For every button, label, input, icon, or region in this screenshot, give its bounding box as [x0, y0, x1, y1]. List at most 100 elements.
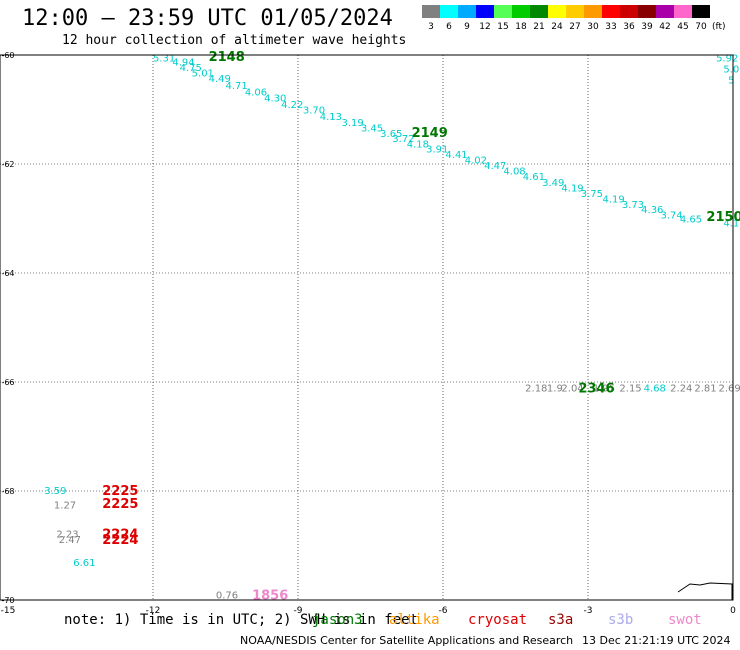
- legend-swatch: [440, 5, 458, 18]
- legend-label: 6: [446, 22, 452, 32]
- satellite-name: s3b: [608, 612, 634, 628]
- wave-height-value: 4.65: [680, 215, 702, 226]
- legend-item: 42: [656, 5, 674, 32]
- legend-item: 33: [602, 5, 620, 32]
- wave-height-value: 4.06: [245, 88, 267, 99]
- wave-height-value: 3.70: [303, 106, 325, 117]
- pass-number: 2150: [706, 210, 740, 225]
- legend-swatch: [620, 5, 638, 18]
- legend-item: 12: [476, 5, 494, 32]
- legend-item: 30: [584, 5, 602, 32]
- wave-height-value: 4.30: [264, 94, 286, 105]
- wave-height-value: 5.01: [192, 68, 214, 79]
- legend-label: 42: [659, 22, 671, 32]
- wave-height-value: 4.02: [465, 156, 487, 167]
- wave-height-value: 3.75: [581, 189, 603, 200]
- legend-label: 3: [428, 22, 434, 32]
- legend-label: 45: [677, 22, 689, 32]
- wave-height-value: 1.95: [593, 383, 615, 394]
- generated-date: 13 Dec 21:21:19 UTC 2024: [582, 634, 731, 647]
- wave-height-value: 2.15: [619, 383, 641, 394]
- wave-height-value: 4.94: [172, 58, 194, 69]
- pass-number: 2148: [209, 50, 245, 65]
- wave-height-value: 3.74: [661, 211, 683, 222]
- lon-tick-label: -9: [294, 606, 303, 616]
- satellite-name: altika: [389, 612, 440, 628]
- wave-height-value: 3.73: [622, 200, 644, 211]
- legend-label: 33: [605, 22, 617, 32]
- satellite-name: jason3: [312, 612, 363, 628]
- lat-tick-label: -64: [1, 269, 14, 278]
- pass-number: 2225: [102, 484, 138, 499]
- legend-swatch: [548, 5, 566, 18]
- wave-height-value: 4.13: [320, 112, 342, 123]
- legend-swatch: [530, 5, 548, 18]
- wave-height-value: 3.65: [380, 129, 402, 140]
- wave-height-value: 5.0: [723, 65, 739, 76]
- wave-height-value: 5.92: [716, 54, 738, 65]
- wave-height-value: 3.19: [342, 118, 364, 129]
- wave-height-value: 2.04: [561, 383, 583, 394]
- wave-height-value: 4.19: [561, 183, 583, 194]
- lon-tick-label: 0: [730, 606, 736, 616]
- wave-height-value: 2.18: [525, 383, 547, 394]
- legend-label: 70: [695, 22, 707, 32]
- legend-label: 27: [569, 22, 581, 32]
- lat-tick-label: -68: [1, 487, 14, 496]
- legend-item: 36: [620, 5, 638, 32]
- wave-height-value: 4.61: [523, 172, 545, 183]
- legend-item: 6: [440, 5, 458, 32]
- units-note: note: 1) Time is in UTC; 2) SWH is in fe…: [64, 612, 419, 628]
- credit-text: NOAA/NESDIS Center for Satellite Applica…: [240, 634, 574, 647]
- legend-swatch: [602, 5, 620, 18]
- legend-swatch: [638, 5, 656, 18]
- wave-height-value: 4.22: [281, 100, 303, 111]
- legend-label: 36: [623, 22, 635, 32]
- wave-height-value: 4.68: [644, 383, 666, 394]
- lon-tick-label: -3: [584, 606, 593, 616]
- legend-label: 21: [533, 22, 545, 32]
- lon-tick-label: -6: [439, 606, 448, 616]
- legend-swatch: [656, 5, 674, 18]
- legend-label: 15: [497, 22, 509, 32]
- coastline: [677, 582, 733, 600]
- map-frame: [0, 54, 734, 601]
- pass-number: 2224: [102, 533, 138, 548]
- pass-number: 1856: [252, 589, 288, 604]
- page-title: 12:00 – 23:59 UTC 01/05/2024: [22, 6, 393, 31]
- legend-swatch: [476, 5, 494, 18]
- lon-tick-label: -12: [146, 606, 161, 616]
- wave-height-value: 2.81: [694, 383, 716, 394]
- legend-label: 18: [515, 22, 527, 32]
- wave-height-value: 5.31: [153, 54, 175, 65]
- wave-height-value: 4.08: [503, 167, 525, 178]
- wave-height-value: 2.24: [670, 383, 692, 394]
- satellite-name: swot: [668, 612, 702, 628]
- wave-height-value: 4.75: [180, 63, 202, 74]
- pass-number: 2224: [102, 528, 138, 543]
- satellite-name: cryosat: [468, 612, 528, 628]
- wave-height-value: 4.41: [445, 150, 467, 161]
- wave-height-value: 1.9: [547, 383, 563, 394]
- pass-number: 2225: [102, 497, 138, 512]
- legend-label: 12: [479, 22, 491, 32]
- wave-height-value: 6.61: [73, 558, 95, 569]
- wave-height-value: 3.59: [44, 486, 66, 497]
- wave-height-value: 4.36: [641, 205, 663, 216]
- legend-item: 18: [512, 5, 530, 32]
- wave-height-value: 3.91: [426, 145, 448, 156]
- map-grid: [0, 55, 733, 600]
- page-subtitle: 12 hour collection of altimeter wave hei…: [62, 33, 407, 48]
- legend-label: 30: [587, 22, 599, 32]
- wave-height-value: 2.69: [719, 383, 740, 394]
- legend-label: 39: [641, 22, 653, 32]
- legend-swatch: [692, 5, 710, 18]
- legend-label: 9: [464, 22, 470, 32]
- legend-item: 3: [422, 5, 440, 32]
- legend-item: 27: [566, 5, 584, 32]
- legend-item: 21: [530, 5, 548, 32]
- legend-swatch: [584, 5, 602, 18]
- legend-swatch: [458, 5, 476, 18]
- wave-height-value: 1.27: [54, 501, 76, 512]
- pass-number: 2149: [412, 126, 448, 141]
